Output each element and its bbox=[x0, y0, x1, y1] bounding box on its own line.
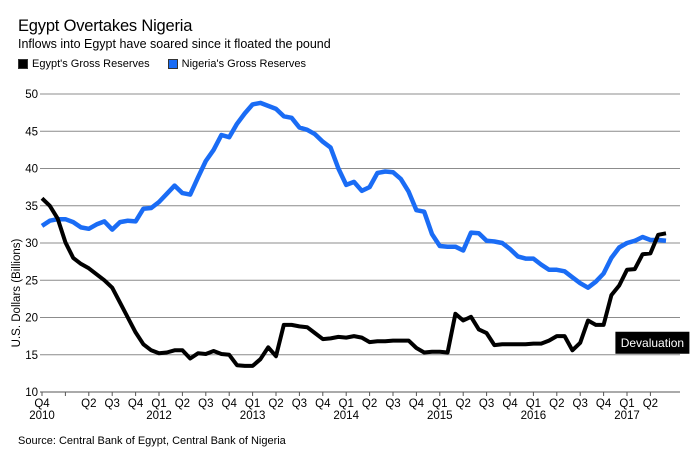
x-tick-label: Q3 bbox=[385, 398, 400, 410]
legend: Egypt's Gross Reserves Nigeria's Gross R… bbox=[18, 58, 324, 70]
x-tick-year-label: 2013 bbox=[240, 410, 266, 422]
x-tick-year-label: 2017 bbox=[614, 410, 640, 422]
x-tick-label: Q2 bbox=[268, 398, 283, 410]
y-tick-label: 30 bbox=[25, 238, 38, 250]
source-note: Source: Central Bank of Egypt, Central B… bbox=[18, 435, 286, 447]
x-tick-label: Q2 bbox=[549, 398, 564, 410]
x-tick-label: Q2 bbox=[81, 398, 96, 410]
x-tick-label: Q1 bbox=[245, 398, 260, 410]
x-tick-label: Q4 bbox=[315, 398, 331, 410]
x-tick-label: Q2 bbox=[175, 398, 190, 410]
x-tick-label: Q4 bbox=[222, 398, 238, 410]
x-tick-label: Q4 bbox=[409, 398, 425, 410]
x-tick-year-label: 2010 bbox=[29, 410, 55, 422]
x-tick-label: Q2 bbox=[362, 398, 377, 410]
legend-item-egypt: Egypt's Gross Reserves bbox=[18, 58, 150, 70]
legend-swatch-egypt bbox=[18, 59, 28, 69]
x-tick-label: Q1 bbox=[526, 398, 541, 410]
x-tick-label: Q1 bbox=[619, 398, 634, 410]
x-tick-label: Q3 bbox=[292, 398, 307, 410]
x-tick-label: Q4 bbox=[128, 398, 144, 410]
x-tick-label: Q3 bbox=[198, 398, 213, 410]
legend-item-nigeria: Nigeria's Gross Reserves bbox=[167, 58, 306, 70]
y-tick-label: 10 bbox=[25, 387, 38, 399]
x-tick-label: Q3 bbox=[479, 398, 494, 410]
y-tick-label: 40 bbox=[25, 164, 38, 176]
x-tick-label: Q3 bbox=[105, 398, 120, 410]
y-tick-label: 35 bbox=[25, 201, 38, 213]
x-tick-year-label: 2016 bbox=[521, 410, 547, 422]
series-line-egypt bbox=[40, 196, 667, 368]
x-tick-label: Q2 bbox=[643, 398, 658, 410]
x-tick-year-label: 2012 bbox=[146, 410, 172, 422]
x-tick-label: Q4 bbox=[34, 398, 50, 410]
x-tick-label: Q1 bbox=[339, 398, 354, 410]
chart-subtitle: Inflows into Egypt have soared since it … bbox=[18, 37, 331, 51]
annotation-label: Devaluation bbox=[621, 336, 684, 350]
x-tick-label: Q1 bbox=[432, 398, 447, 410]
x-tick-year-label: 2014 bbox=[333, 410, 359, 422]
x-tick-label: Q4 bbox=[596, 398, 612, 410]
y-tick-label: 15 bbox=[25, 350, 38, 362]
x-tick-year-label: 2015 bbox=[427, 410, 453, 422]
y-tick-label: 25 bbox=[25, 275, 38, 287]
y-tick-label: 50 bbox=[25, 89, 38, 101]
y-axis-label: U.S. Dollars (Billions) bbox=[11, 239, 23, 348]
legend-label-nigeria: Nigeria's Gross Reserves bbox=[181, 58, 306, 70]
x-tick-label: Q3 bbox=[573, 398, 588, 410]
y-tick-label: 45 bbox=[25, 126, 38, 138]
x-tick-label: Q1 bbox=[151, 398, 166, 410]
annotation-box bbox=[615, 331, 690, 354]
legend-swatch-nigeria bbox=[167, 59, 178, 69]
legend-label-egypt: Egypt's Gross Reserves bbox=[32, 58, 150, 70]
x-tick-label: Q2 bbox=[456, 398, 471, 410]
y-tick-label: 20 bbox=[25, 313, 38, 325]
x-tick-label: Q4 bbox=[502, 398, 518, 410]
chart-title: Egypt Overtakes Nigeria bbox=[18, 17, 193, 35]
series-line-nigeria bbox=[40, 100, 667, 290]
